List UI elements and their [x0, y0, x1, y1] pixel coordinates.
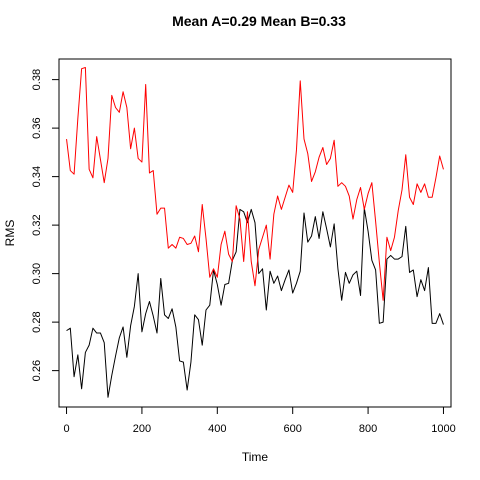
y-tick-label-0.30: 0.30: [31, 263, 43, 284]
x-tick-label-400: 400: [208, 423, 226, 435]
y-tick-label-0.28: 0.28: [31, 311, 43, 332]
x-axis-title: Time: [242, 450, 269, 464]
series-line-1: [66, 207, 444, 398]
x-tick-label-600: 600: [284, 423, 302, 435]
x-tick-label-200: 200: [133, 423, 151, 435]
x-tick-label-800: 800: [359, 423, 377, 435]
series-line-2: [66, 66, 444, 301]
chart-title: Mean A=0.29 Mean B=0.33: [172, 13, 346, 29]
x-tick-label-1000: 1000: [431, 423, 455, 435]
y-tick-label-0.36: 0.36: [31, 117, 43, 138]
x-tick-label-0: 0: [63, 423, 69, 435]
y-tick-label-0.34: 0.34: [31, 166, 43, 187]
y-tick-label-0.26: 0.26: [31, 360, 43, 381]
y-tick-label-0.32: 0.32: [31, 214, 43, 235]
y-axis-title: RMS: [3, 220, 17, 247]
y-tick-label-0.38: 0.38: [31, 69, 43, 90]
